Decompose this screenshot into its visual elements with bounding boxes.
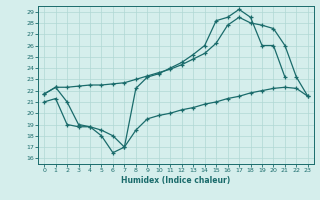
X-axis label: Humidex (Indice chaleur): Humidex (Indice chaleur)	[121, 176, 231, 185]
